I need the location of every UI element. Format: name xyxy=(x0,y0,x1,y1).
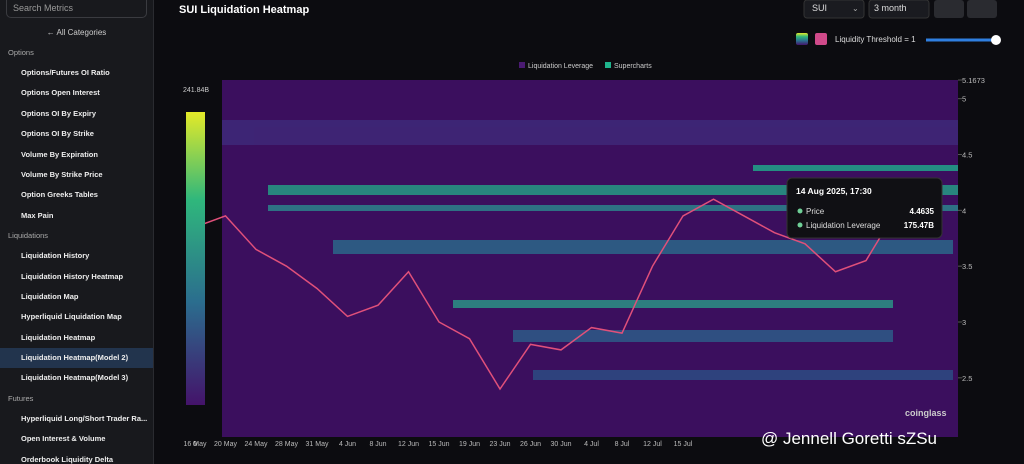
x-tick-label: 8 Jun xyxy=(369,441,386,448)
tooltip: 14 Aug 2025, 17:30 Price 4.4635 Liquidatio… xyxy=(786,177,943,239)
palette-2[interactable] xyxy=(815,33,827,45)
x-tick-label: 30 Jun xyxy=(550,441,571,448)
x-tick-label: 20 May xyxy=(214,441,237,448)
palette-1[interactable] xyxy=(796,33,808,45)
menu-item[interactable]: Option Greeks Tables xyxy=(21,190,98,200)
menu-item[interactable]: Liquidation Heatmap(Model 2) xyxy=(0,348,153,369)
search-input[interactable]: Search Metrics xyxy=(6,0,147,18)
menu-item[interactable]: Liquidation History xyxy=(21,251,90,261)
chevron: ⌄ xyxy=(852,4,859,13)
menu-item[interactable]: Orderbook Liquidity Delta xyxy=(21,454,114,464)
menu-item[interactable]: Options OI By Expiry xyxy=(21,108,97,118)
x-tick-label: 15 Jul xyxy=(674,441,693,448)
colorbar xyxy=(186,112,205,405)
x-tick-label: 23 Jun xyxy=(489,441,510,448)
symbol: SUI xyxy=(812,3,827,13)
heatmap-bands xyxy=(222,120,958,380)
y-tick-label: 2.5 xyxy=(962,374,972,383)
menu-item[interactable]: Liquidation Map xyxy=(21,291,79,301)
colorbar-min: 0 xyxy=(193,441,197,448)
y-tick-label: 5 xyxy=(962,95,966,104)
x-tick-label: 24 May xyxy=(245,441,268,448)
x-tick-label: 26 Jun xyxy=(520,441,541,448)
y-tick-label: 3 xyxy=(962,318,966,327)
section-title[interactable]: Liquidations xyxy=(8,231,49,241)
menu-item[interactable]: Volume By Strike Price xyxy=(21,169,103,179)
menu-item[interactable]: Max Pain xyxy=(21,210,54,220)
x-tick-label: 19 Jun xyxy=(459,441,480,448)
title: SUI Liquidation Heatmap xyxy=(179,4,309,16)
threshold-label: Liquidity Threshold = 1 xyxy=(835,35,916,44)
refresh-button[interactable] xyxy=(934,0,964,18)
x-tick-label: 12 Jul xyxy=(643,441,662,448)
menu-item[interactable]: Options Open Interest xyxy=(21,88,100,98)
menu-item[interactable]: Options/Futures OI Ratio xyxy=(21,68,110,77)
menu-item[interactable]: Open Interest & Volume xyxy=(21,434,106,444)
main: SUI Liquidation Heatmap SUI ⌄ 3 month Li… xyxy=(179,0,1001,448)
menu-item[interactable]: Liquidation Heatmap(Model 3) xyxy=(21,373,129,383)
price-line xyxy=(194,198,928,391)
tooltip-time: 14 Aug 2025, 17:30 xyxy=(796,186,872,196)
legend-label: Liquidation Leverage xyxy=(528,63,593,70)
x-tick-label: 8 Jul xyxy=(615,441,630,448)
range-select[interactable] xyxy=(868,0,930,19)
y-tick-label: 3.5 xyxy=(962,262,972,271)
brand: coinglass xyxy=(905,408,947,418)
tooltip-label: Price xyxy=(806,207,825,216)
y-tick-label: 4 xyxy=(962,206,966,215)
menu-item[interactable]: Hyperliquid Liquidation Map xyxy=(21,312,122,322)
y-tick-label: 4.5 xyxy=(962,151,972,160)
x-tick-label: 15 Jun xyxy=(428,441,449,448)
menu-item[interactable]: Liquidation History Heatmap xyxy=(21,271,124,281)
tooltip-dot xyxy=(797,222,803,228)
x-tick-label: 16 May xyxy=(184,441,207,448)
overlay: @ Jennell Goretti sZSu xyxy=(761,429,937,448)
tooltip-label: Liquidation Leverage xyxy=(806,221,881,230)
slider-knob[interactable] xyxy=(991,35,1001,45)
back-text: All Categories xyxy=(56,28,107,37)
x-tick-label: 31 May xyxy=(306,441,329,448)
symbol-select[interactable] xyxy=(803,0,865,19)
menu-item[interactable]: Volume By Expiration xyxy=(21,149,98,159)
back-link[interactable]: ← All Categories xyxy=(46,28,107,37)
menu-item[interactable]: Options OI By Strike xyxy=(21,129,94,139)
y-tick-label: 5.1673 xyxy=(962,76,985,85)
range: 3 month xyxy=(874,3,907,13)
x-tick-label: 12 Jun xyxy=(398,441,419,448)
x-tick-label: 28 May xyxy=(275,441,298,448)
legend-swatch xyxy=(605,62,611,68)
colorbar-max: 241.84B xyxy=(183,87,209,94)
menu-item[interactable]: Hyperliquid Long/Short Trader Ra... xyxy=(21,413,148,423)
section-title[interactable]: Futures xyxy=(8,393,34,403)
legend-swatch xyxy=(519,62,525,68)
legend-label: Supercharts xyxy=(614,63,652,70)
section-title[interactable]: Options xyxy=(8,48,34,57)
x-tick-label: 4 Jul xyxy=(584,441,599,448)
screenshot-button[interactable] xyxy=(967,0,997,18)
tooltip-dot xyxy=(797,208,803,214)
tooltip-value: 175.47B xyxy=(904,221,934,230)
x-tick-label: 4 Jun xyxy=(339,441,356,448)
sidebar: Search Metrics ← All Categories Options O… xyxy=(0,0,154,464)
menu-item[interactable]: Liquidation Heatmap xyxy=(21,332,96,342)
tooltip-value: 4.4635 xyxy=(910,207,935,216)
